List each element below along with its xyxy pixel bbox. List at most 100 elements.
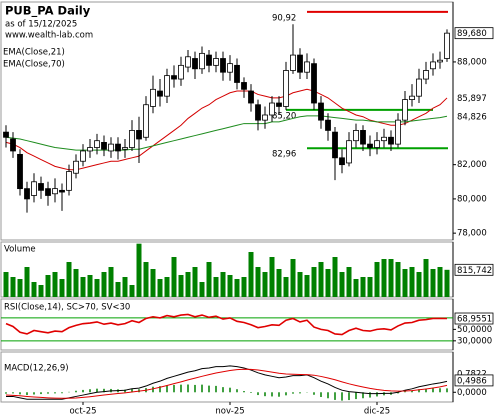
histogram-bar bbox=[159, 386, 161, 393]
candle-body bbox=[367, 143, 373, 148]
histogram-bar bbox=[222, 387, 224, 393]
candle-body bbox=[416, 78, 422, 97]
volume-bar bbox=[262, 272, 268, 297]
histogram-bar bbox=[61, 392, 63, 394]
histogram-bar bbox=[264, 392, 266, 397]
volume-bar bbox=[241, 277, 247, 297]
candle-body bbox=[360, 130, 366, 145]
candle-body bbox=[227, 63, 233, 73]
candle-body bbox=[185, 56, 191, 68]
value-label-box bbox=[454, 263, 494, 276]
pane-title: MACD(12,26,9) bbox=[4, 364, 69, 374]
volume-bar bbox=[3, 272, 9, 297]
histogram-bar bbox=[26, 392, 28, 396]
volume-bar bbox=[353, 279, 359, 297]
candle-body bbox=[290, 54, 296, 71]
histogram-bar bbox=[19, 392, 21, 395]
candle-body bbox=[24, 188, 30, 200]
histogram-bar bbox=[82, 389, 84, 393]
volume-bar bbox=[73, 269, 79, 297]
volume-bar bbox=[325, 269, 331, 297]
volume-bar bbox=[17, 279, 23, 297]
candle-body bbox=[10, 138, 16, 152]
volume-bar bbox=[395, 262, 401, 297]
candle-body bbox=[45, 188, 51, 196]
histogram-bar bbox=[320, 392, 322, 397]
histogram-bar bbox=[229, 387, 231, 393]
volume-bar bbox=[164, 277, 170, 297]
legend-entry: EMA(Close,21) bbox=[3, 48, 65, 58]
histogram-bar bbox=[33, 392, 35, 395]
volume-bar bbox=[24, 267, 30, 297]
volume-bar bbox=[31, 282, 37, 297]
volume-bar bbox=[213, 277, 219, 297]
histogram-bar bbox=[40, 392, 42, 395]
histogram-bar bbox=[187, 384, 189, 393]
legend-entry: EMA(Close,70) bbox=[3, 60, 65, 70]
histogram-bar bbox=[173, 384, 175, 393]
candle-body bbox=[402, 99, 408, 121]
volume-bar bbox=[297, 272, 303, 297]
volume-bar bbox=[94, 279, 100, 297]
volume-bar bbox=[276, 269, 282, 297]
candle-body bbox=[80, 150, 86, 162]
volume-bar bbox=[45, 275, 51, 297]
histogram-bar bbox=[425, 388, 427, 393]
value-label: 0,7822 bbox=[457, 369, 487, 379]
volume-bar bbox=[339, 272, 345, 297]
volume-bar bbox=[115, 282, 121, 297]
candle-body bbox=[423, 70, 429, 80]
volume-bar bbox=[255, 267, 261, 297]
volume-bar bbox=[234, 279, 240, 297]
candle-body bbox=[318, 102, 324, 121]
value-label: 85,897 bbox=[457, 94, 487, 104]
volume-bar bbox=[157, 279, 163, 297]
histogram-bar bbox=[89, 389, 91, 393]
candle-body bbox=[171, 75, 177, 80]
histogram-bar bbox=[411, 390, 413, 393]
histogram-bar bbox=[75, 390, 77, 393]
candle-body bbox=[94, 140, 100, 148]
volume-bar bbox=[423, 259, 429, 297]
volume-bar bbox=[374, 262, 380, 297]
candle-body bbox=[101, 142, 107, 150]
histogram-bar bbox=[180, 384, 182, 393]
histogram-bar bbox=[446, 388, 448, 393]
histogram-bar bbox=[348, 392, 350, 401]
candle-body bbox=[325, 119, 331, 131]
histogram-bar bbox=[166, 385, 168, 393]
x-tick-label: oct-25 bbox=[69, 407, 96, 417]
volume-bar bbox=[416, 272, 422, 297]
volume-bar bbox=[248, 252, 254, 297]
histogram-bar bbox=[47, 392, 49, 394]
histogram-bar bbox=[201, 384, 203, 393]
value-label-box bbox=[454, 312, 494, 325]
value-label-box bbox=[454, 374, 494, 387]
histogram-bar bbox=[152, 386, 154, 393]
volume-bar bbox=[199, 282, 205, 297]
candle-body bbox=[381, 136, 387, 142]
histogram-bar bbox=[278, 392, 280, 397]
annotation-label: 90,92 bbox=[272, 13, 296, 23]
y-tick-label: 50,0000 bbox=[457, 325, 492, 335]
volume-bar bbox=[178, 275, 184, 297]
macd-line bbox=[5, 368, 448, 399]
pane-frame bbox=[0, 1, 454, 241]
value-label-box bbox=[454, 27, 494, 40]
histogram-bar bbox=[257, 392, 259, 396]
candle-body bbox=[430, 61, 436, 70]
value-label-box bbox=[455, 92, 493, 104]
candle-body bbox=[192, 58, 198, 70]
candle-body bbox=[444, 32, 450, 59]
volume-bar bbox=[332, 257, 338, 297]
volume-bar bbox=[171, 257, 177, 297]
candle-body bbox=[87, 147, 93, 152]
histogram-bar bbox=[397, 392, 399, 394]
candle-body bbox=[136, 130, 142, 140]
candle-body bbox=[353, 130, 359, 142]
histogram-bar bbox=[327, 392, 329, 399]
histogram-bar bbox=[243, 391, 245, 393]
candle-body bbox=[248, 90, 254, 104]
candle-body bbox=[122, 147, 128, 150]
